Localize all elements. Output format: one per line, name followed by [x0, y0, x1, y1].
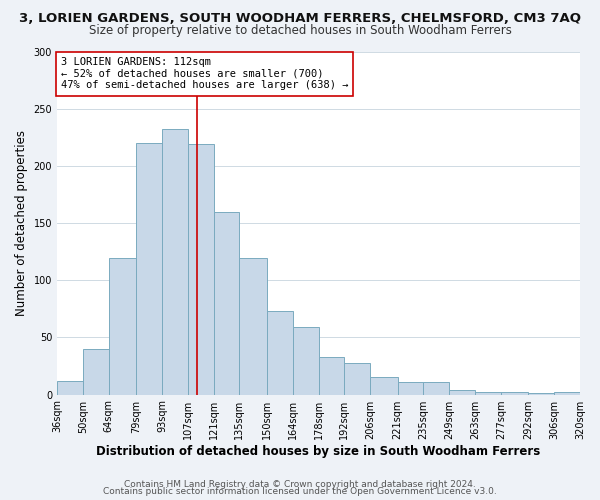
Bar [162, 130, 188, 394]
Bar [319, 357, 344, 395]
Text: Contains public sector information licensed under the Open Government Licence v3: Contains public sector information licen… [103, 488, 497, 496]
Text: 3 LORIEN GARDENS: 112sqm
← 52% of detached houses are smaller (700)
47% of semi-: 3 LORIEN GARDENS: 112sqm ← 52% of detach… [61, 57, 348, 90]
Bar [449, 390, 475, 394]
Text: 3, LORIEN GARDENS, SOUTH WOODHAM FERRERS, CHELMSFORD, CM3 7AQ: 3, LORIEN GARDENS, SOUTH WOODHAM FERRERS… [19, 12, 581, 26]
Bar [424, 382, 449, 394]
Bar [501, 392, 529, 394]
Bar [109, 258, 136, 394]
Bar [57, 381, 83, 394]
Bar [554, 392, 580, 394]
Bar [293, 327, 319, 394]
Bar [344, 362, 370, 394]
Text: Contains HM Land Registry data © Crown copyright and database right 2024.: Contains HM Land Registry data © Crown c… [124, 480, 476, 489]
Bar [83, 349, 109, 395]
Bar [136, 143, 162, 395]
Bar [239, 258, 267, 394]
Y-axis label: Number of detached properties: Number of detached properties [15, 130, 28, 316]
Bar [398, 382, 424, 394]
Bar [214, 212, 239, 394]
Bar [188, 144, 214, 395]
Bar [267, 311, 293, 394]
Bar [370, 378, 398, 394]
Bar [475, 392, 501, 394]
X-axis label: Distribution of detached houses by size in South Woodham Ferrers: Distribution of detached houses by size … [97, 444, 541, 458]
Text: Size of property relative to detached houses in South Woodham Ferrers: Size of property relative to detached ho… [89, 24, 511, 37]
